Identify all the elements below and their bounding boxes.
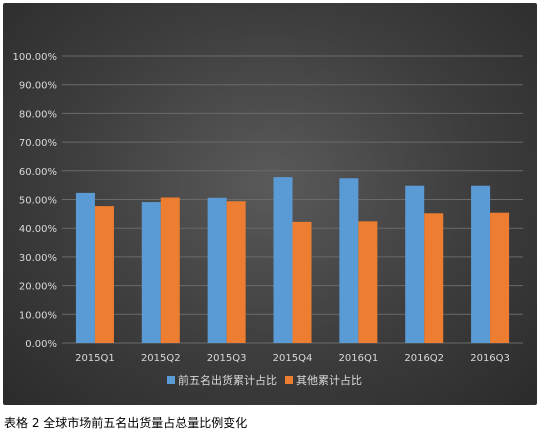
x-tick-label: 2016Q2	[404, 353, 444, 364]
y-tick-label: 30.00%	[19, 253, 57, 264]
bars	[75, 177, 510, 343]
bar-others-2015Q4	[292, 221, 312, 343]
bar-others-2015Q2	[160, 197, 180, 343]
y-tick-label: 70.00%	[19, 138, 57, 149]
x-tick-label: 2015Q3	[207, 353, 247, 364]
x-tick-label: 2016Q3	[470, 353, 510, 364]
y-axis-tick-labels: 0.00% 10.00% 20.00% 30.00% 40.00% 50.00% 60.00…	[13, 52, 58, 350]
bar-chart: 0.00% 10.00% 20.00% 30.00% 40.00% 50.00% 60.00…	[13, 52, 523, 387]
y-tick-label: 20.00%	[19, 282, 57, 293]
y-tick-label: 80.00%	[19, 109, 57, 120]
bar-others-2016Q1	[358, 221, 378, 343]
bar-others-2015Q3	[226, 201, 246, 343]
bar-others-2016Q2	[424, 213, 444, 343]
x-axis-tick-labels: 2015Q1 2015Q2 2015Q3 2015Q4 2016Q1 2016Q2 2016…	[75, 353, 510, 364]
x-tick-label: 2015Q2	[141, 353, 181, 364]
bar-top5-2015Q1	[75, 192, 95, 343]
legend: 前五名出货累计占比 其他累计占比	[167, 373, 362, 387]
legend-swatch	[167, 376, 175, 384]
y-tick-label: 10.00%	[19, 310, 57, 321]
bar-top5-2016Q2	[405, 185, 425, 343]
y-tick-label: 40.00%	[19, 224, 57, 235]
bar-top5-2016Q3	[471, 185, 491, 343]
x-tick-label: 2015Q1	[75, 353, 115, 364]
chart-panel: 0.00% 10.00% 20.00% 30.00% 40.00% 50.00% 60.00…	[3, 3, 537, 405]
y-tick-label: 100.00%	[13, 52, 58, 63]
bar-others-2016Q3	[490, 212, 510, 343]
table-caption: 表格 2 全球市场前五名出货量占总量比例变化	[4, 416, 248, 430]
legend-swatch	[285, 376, 293, 384]
bar-others-2015Q1	[94, 206, 114, 343]
legend-label: 前五名出货累计占比	[178, 373, 277, 387]
x-tick-label: 2016Q1	[339, 353, 379, 364]
x-tick-label: 2015Q4	[273, 353, 313, 364]
legend-label: 其他累计占比	[296, 373, 362, 387]
y-tick-label: 0.00%	[25, 339, 57, 350]
y-tick-label: 50.00%	[19, 196, 57, 207]
bar-top5-2016Q1	[339, 178, 359, 343]
bar-top5-2015Q2	[141, 202, 161, 343]
bar-top5-2015Q4	[273, 177, 293, 343]
bar-top5-2015Q3	[207, 197, 227, 343]
y-tick-label: 90.00%	[19, 81, 57, 92]
y-tick-label: 60.00%	[19, 167, 57, 178]
